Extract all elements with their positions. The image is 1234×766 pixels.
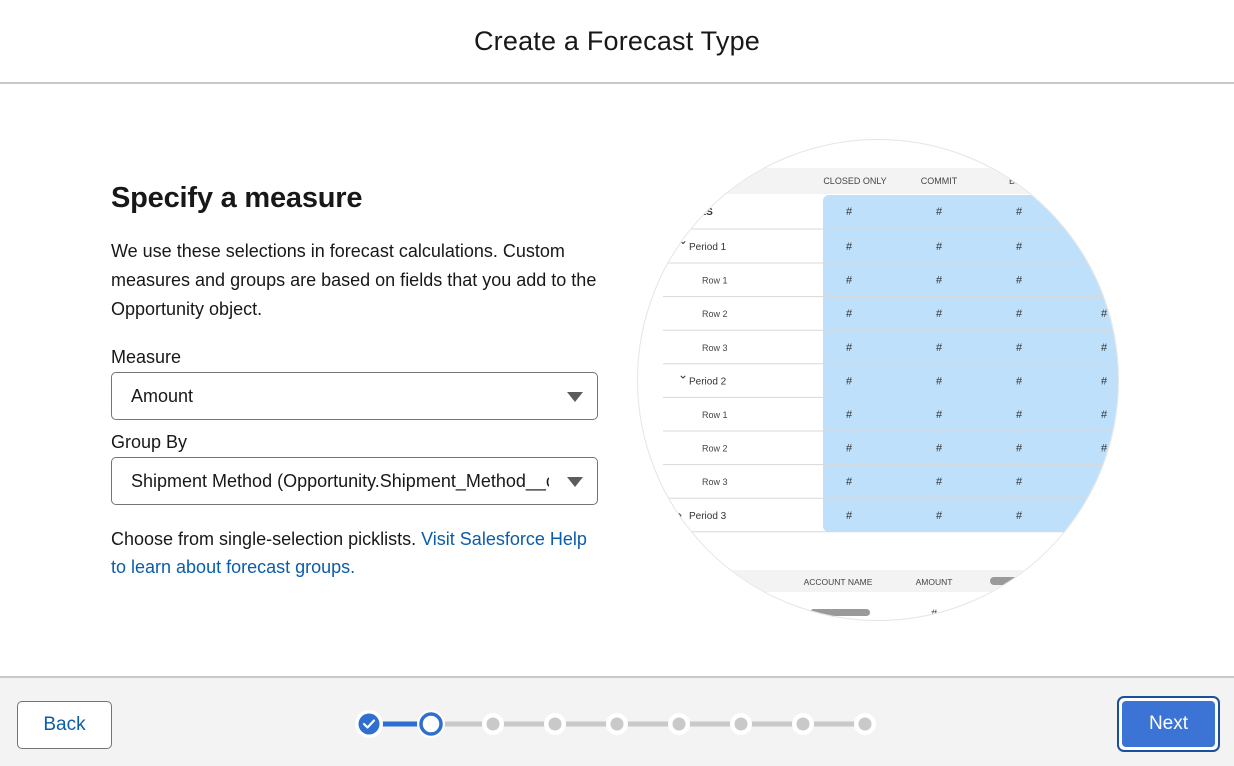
table-cell: #	[846, 375, 853, 387]
table-cell: #	[846, 308, 853, 320]
table-cell: #	[936, 308, 943, 320]
chevron-icon: ⌄	[678, 367, 688, 381]
row-label: Row 2	[702, 444, 728, 454]
table-cell: #	[936, 342, 943, 354]
table-cell: #	[846, 206, 853, 218]
step-incomplete-icon	[734, 717, 748, 731]
table-cell: #	[936, 476, 943, 488]
placeholder-bar	[990, 577, 1030, 585]
bottom-header-bg	[638, 570, 1118, 592]
help-text-plain: Choose from single-selection picklists.	[111, 529, 422, 549]
placeholder-bar	[810, 609, 870, 616]
table-cell: #	[1016, 308, 1023, 320]
bottom-column-header: ACCOUNT NAME	[804, 577, 873, 587]
next-button-label: Next	[1122, 701, 1215, 747]
bottom-column-header: ME	[732, 577, 745, 587]
table-cell: #	[936, 443, 943, 455]
step-progress-indicator	[355, 710, 876, 738]
row-label: Row 1	[702, 410, 728, 420]
next-button[interactable]: Next	[1117, 696, 1220, 752]
chevron-icon: ⌄	[678, 233, 688, 247]
group-by-select[interactable]: Shipment Method (Opportunity.Shipment_Me…	[111, 457, 598, 505]
table-cell: #	[846, 342, 853, 354]
table-cell: #	[1016, 275, 1023, 287]
table-cell: #	[936, 409, 943, 421]
totals-row-label: LS	[700, 207, 713, 218]
bottom-column-header: AMOUNT	[916, 577, 953, 587]
table-cell: #	[1016, 241, 1023, 253]
step-incomplete-icon	[610, 717, 624, 731]
row-label: Row 3	[702, 477, 728, 487]
table-cell: #	[1101, 275, 1108, 287]
table-cell: #	[1016, 375, 1023, 387]
help-link[interactable]: Visit Salesforce Help to learn about for…	[111, 529, 587, 577]
step-current-icon	[419, 712, 443, 736]
group-by-select-value: Shipment Method (Opportunity.Shipment_Me…	[131, 470, 549, 491]
forecast-illustration: ▾ CLOSED ONLY COMMIT BES LS # # # ⌄ Period 1 # # # Ro…	[637, 139, 1119, 621]
table-cell: #	[936, 275, 943, 287]
header-dropdown-mark: ▾	[828, 140, 833, 146]
step-complete-icon	[358, 713, 380, 735]
table-cell: #	[846, 510, 853, 522]
chevron-down-icon	[567, 392, 583, 402]
table-cell: #	[936, 241, 943, 253]
step-incomplete-icon	[796, 717, 810, 731]
check-icon	[362, 719, 376, 729]
table-cell: #	[936, 206, 943, 218]
row-label: Row 2	[702, 309, 728, 319]
page-title: Create a Forecast Type	[473, 25, 761, 56]
table-cell: #	[1016, 476, 1023, 488]
wizard-footer: Back Next	[0, 676, 1234, 766]
chevron-icon: ›	[678, 508, 682, 522]
measure-label: Measure	[111, 347, 182, 367]
table-header-bg	[638, 168, 1118, 194]
measure-form: Specify a measure We use these selection…	[111, 182, 601, 581]
step-incomplete-icon	[486, 717, 500, 731]
table-cell: #	[846, 443, 853, 455]
table-cell: #	[846, 275, 853, 287]
chevron-down-icon	[567, 477, 583, 487]
row-label: Period 2	[689, 376, 727, 387]
table-cell: #	[1101, 409, 1108, 421]
section-description: We use these selections in forecast calc…	[111, 241, 597, 319]
table-cell: #	[1101, 342, 1108, 354]
page-header: Create a Forecast Type	[0, 0, 1234, 84]
table-cell: #	[846, 409, 853, 421]
column-header: CLOSED ONLY	[823, 176, 886, 186]
column-header: BES	[1009, 176, 1027, 186]
measure-select[interactable]: Amount	[111, 372, 598, 420]
step-incomplete-icon	[858, 717, 872, 731]
table-cell: #	[936, 375, 943, 387]
row-label: Row 1	[702, 276, 728, 286]
table-cell: #	[1101, 308, 1108, 320]
column-header: COMMIT	[921, 176, 958, 186]
row-label: Row 3	[702, 343, 728, 353]
table-cell: #	[1016, 342, 1023, 354]
table-cell: #	[1016, 206, 1023, 218]
row-label: Period 3	[689, 511, 727, 522]
help-text: Choose from single-selection picklists. …	[111, 525, 601, 581]
table-cell: #	[1016, 409, 1023, 421]
table-cell: #	[936, 510, 943, 522]
back-button[interactable]: Back	[17, 701, 112, 749]
measure-select-value: Amount	[131, 385, 194, 406]
section-heading: Specify a measure	[111, 182, 363, 214]
step-incomplete-icon	[672, 717, 686, 731]
step-incomplete-icon	[548, 717, 562, 731]
group-by-label: Group By	[111, 432, 188, 452]
table-cell: #	[1101, 375, 1108, 387]
table-cell: #	[1101, 443, 1108, 455]
table-cell: #	[846, 241, 853, 253]
table-cell: #	[931, 608, 938, 620]
table-cell: #	[846, 476, 853, 488]
row-label: Period 1	[689, 242, 727, 253]
table-cell: #	[1016, 510, 1023, 522]
table-cell: #	[1016, 443, 1023, 455]
